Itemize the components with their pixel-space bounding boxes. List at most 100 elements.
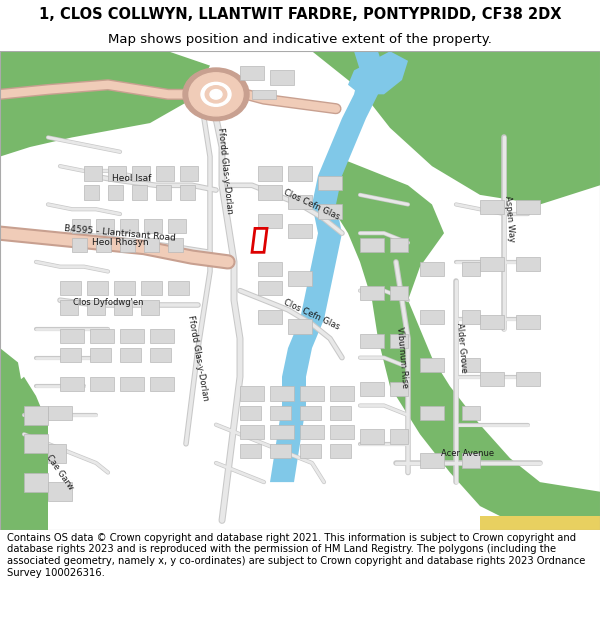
Polygon shape	[144, 219, 162, 233]
Polygon shape	[420, 310, 444, 324]
Polygon shape	[360, 286, 384, 300]
Polygon shape	[420, 357, 444, 372]
Polygon shape	[114, 281, 135, 296]
Polygon shape	[390, 429, 408, 444]
Text: Heol Rhosyn: Heol Rhosyn	[92, 238, 148, 248]
Polygon shape	[462, 310, 480, 324]
Polygon shape	[360, 429, 384, 444]
Polygon shape	[318, 204, 342, 219]
Polygon shape	[84, 166, 102, 181]
Polygon shape	[156, 185, 171, 199]
Polygon shape	[516, 257, 540, 271]
Polygon shape	[48, 406, 72, 420]
Polygon shape	[324, 157, 600, 530]
Polygon shape	[480, 257, 504, 271]
Polygon shape	[108, 185, 123, 199]
Polygon shape	[132, 185, 147, 199]
Polygon shape	[141, 300, 159, 314]
Polygon shape	[258, 281, 282, 296]
Polygon shape	[24, 472, 48, 492]
Polygon shape	[270, 406, 291, 420]
Polygon shape	[270, 51, 384, 482]
Polygon shape	[360, 334, 384, 348]
Text: Map shows position and indicative extent of the property.: Map shows position and indicative extent…	[108, 34, 492, 46]
Polygon shape	[288, 271, 312, 286]
Polygon shape	[240, 424, 264, 439]
Polygon shape	[87, 300, 105, 314]
Circle shape	[205, 86, 227, 103]
Polygon shape	[516, 314, 540, 329]
Polygon shape	[390, 382, 408, 396]
Text: Alder Grove: Alder Grove	[455, 322, 469, 373]
Polygon shape	[144, 238, 159, 252]
Polygon shape	[390, 286, 408, 300]
Polygon shape	[258, 185, 282, 199]
Polygon shape	[150, 377, 174, 391]
Text: Acer Avenue: Acer Avenue	[442, 449, 494, 458]
Polygon shape	[72, 219, 90, 233]
Polygon shape	[24, 434, 48, 453]
Polygon shape	[300, 406, 321, 420]
Polygon shape	[48, 482, 72, 501]
Polygon shape	[420, 262, 444, 276]
Polygon shape	[96, 219, 114, 233]
Polygon shape	[60, 300, 78, 314]
Polygon shape	[156, 166, 174, 181]
Polygon shape	[150, 329, 174, 343]
Circle shape	[189, 72, 243, 116]
Polygon shape	[168, 281, 189, 296]
Polygon shape	[114, 300, 132, 314]
Text: Contains OS data © Crown copyright and database right 2021. This information is : Contains OS data © Crown copyright and d…	[7, 533, 586, 578]
Polygon shape	[480, 372, 504, 386]
Polygon shape	[420, 453, 444, 468]
Text: Heol Isaf: Heol Isaf	[112, 174, 152, 182]
Text: B4595 - Llantrisant Road: B4595 - Llantrisant Road	[64, 224, 176, 243]
Polygon shape	[462, 406, 480, 420]
Text: 1, CLOS COLLWYN, LLANTWIT FARDRE, PONTYPRIDD, CF38 2DX: 1, CLOS COLLWYN, LLANTWIT FARDRE, PONTYP…	[39, 7, 561, 22]
Text: Ffordd Glas-y-Dorlan: Ffordd Glas-y-Dorlan	[216, 127, 234, 214]
Polygon shape	[240, 66, 264, 80]
Polygon shape	[240, 386, 264, 401]
Polygon shape	[96, 238, 111, 252]
Polygon shape	[180, 185, 195, 199]
Polygon shape	[0, 51, 210, 157]
Polygon shape	[141, 281, 162, 296]
Polygon shape	[270, 71, 294, 85]
Text: Clos Dyfodwg'en: Clos Dyfodwg'en	[73, 298, 143, 307]
Polygon shape	[300, 386, 324, 401]
Polygon shape	[48, 444, 66, 463]
Polygon shape	[87, 281, 108, 296]
Text: Aspen Way: Aspen Way	[503, 195, 517, 242]
Polygon shape	[240, 406, 261, 420]
Polygon shape	[288, 166, 312, 181]
Polygon shape	[480, 199, 504, 214]
Text: Viburnum Rise: Viburnum Rise	[395, 327, 409, 389]
Polygon shape	[462, 453, 480, 468]
Polygon shape	[180, 166, 198, 181]
Polygon shape	[90, 348, 111, 362]
Polygon shape	[360, 238, 384, 252]
Circle shape	[183, 68, 249, 121]
Circle shape	[210, 89, 222, 99]
Polygon shape	[258, 262, 282, 276]
Polygon shape	[330, 386, 354, 401]
Polygon shape	[60, 281, 81, 296]
Polygon shape	[300, 424, 324, 439]
Polygon shape	[270, 424, 294, 439]
Polygon shape	[120, 348, 141, 362]
Text: Ffordd Glas-y-Dorlan: Ffordd Glas-y-Dorlan	[186, 314, 210, 401]
Text: Clos Cefn Glas: Clos Cefn Glas	[283, 298, 341, 331]
Polygon shape	[168, 219, 186, 233]
Text: Cae Garw: Cae Garw	[44, 453, 76, 492]
Polygon shape	[288, 224, 312, 238]
Polygon shape	[330, 444, 351, 458]
Polygon shape	[240, 444, 261, 458]
Polygon shape	[24, 406, 48, 424]
Polygon shape	[270, 386, 294, 401]
Polygon shape	[132, 166, 150, 181]
Circle shape	[201, 82, 231, 106]
Polygon shape	[360, 382, 384, 396]
Polygon shape	[300, 444, 321, 458]
Polygon shape	[516, 199, 540, 214]
Polygon shape	[270, 444, 291, 458]
